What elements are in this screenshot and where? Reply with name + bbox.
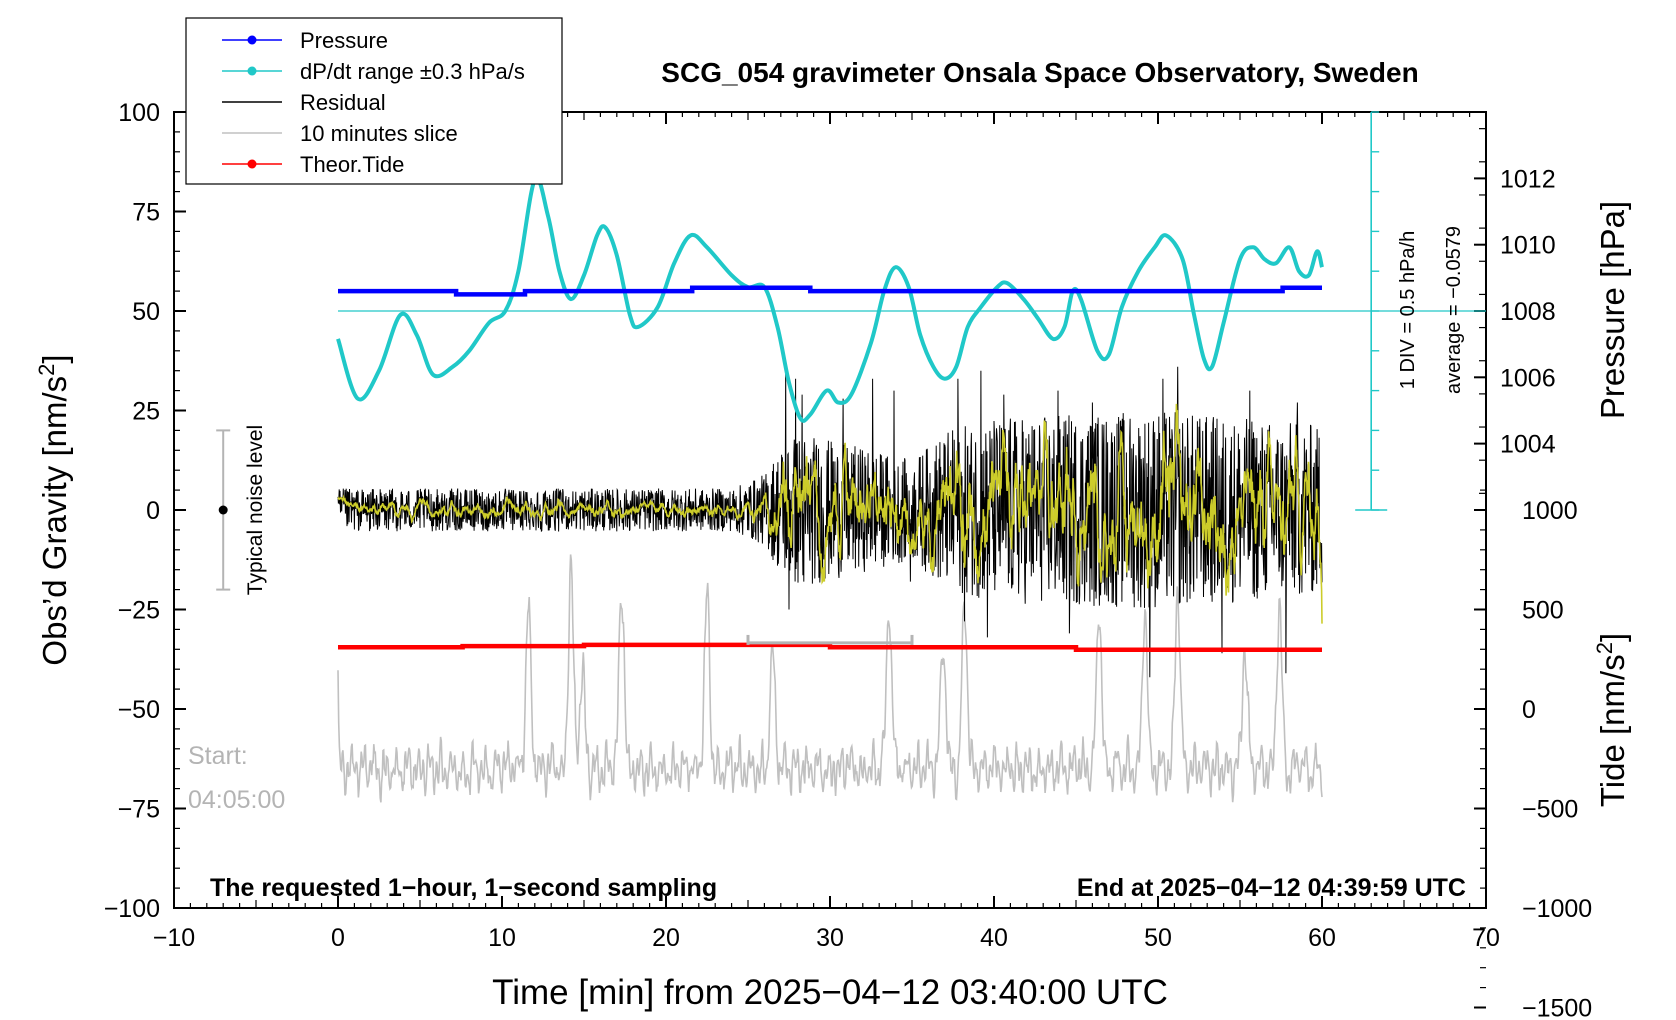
y-axis-left-label-tail: ] bbox=[36, 354, 73, 363]
dpdt-scale-bar bbox=[1355, 111, 1388, 511]
y-axis-left-label-exp: 2 bbox=[34, 364, 59, 376]
y-left-tick-label: 50 bbox=[132, 298, 160, 326]
y-axis-left-label-base: Obs’d Gravity [nm/s bbox=[36, 376, 73, 666]
y-axis-right-tide: 1000 500 0 −500 −1000 −1500 bbox=[1474, 489, 1592, 1020]
legend-box bbox=[185, 17, 563, 185]
y-axis-right-tide-label: Tide [nm/s2] bbox=[1592, 633, 1631, 807]
dpdt-average-label: average = −0.0579 bbox=[1443, 226, 1465, 394]
legend-swatch-marker bbox=[247, 35, 257, 45]
y-left-tick-label: 0 bbox=[146, 497, 160, 525]
x-tick-label: −10 bbox=[153, 924, 195, 952]
y-axis-right-tide-label-base: Tide [nm/s bbox=[1594, 654, 1631, 807]
y-left-tick-label: −25 bbox=[118, 597, 160, 625]
tide-tick-label: 500 bbox=[1522, 597, 1564, 625]
legend-swatch-marker bbox=[247, 159, 257, 169]
slice-line bbox=[337, 554, 1323, 803]
residual-line bbox=[337, 366, 1323, 678]
y-axis-right-pressure: 1012 1010 1008 1006 1004 bbox=[1474, 128, 1556, 494]
pressure-layer bbox=[338, 285, 1322, 297]
y-axis-left-label: Obs’d Gravity [nm/s2] bbox=[34, 354, 73, 665]
start-time-label: 04:05:00 bbox=[188, 786, 285, 814]
chart-title: SCG_054 gravimeter Onsala Space Observat… bbox=[661, 57, 1418, 88]
legend-swatch-marker bbox=[247, 66, 257, 76]
x-tick-label: 0 bbox=[331, 924, 345, 952]
end-time-note: End at 2025−04−12 04:39:59 UTC bbox=[1077, 874, 1466, 902]
pressure-line bbox=[338, 285, 1322, 297]
legend-label: 10 minutes slice bbox=[300, 121, 458, 146]
pressure-tick-label: 1004 bbox=[1500, 431, 1556, 459]
tide-tick-label: −500 bbox=[1522, 796, 1578, 824]
start-label: Start: bbox=[188, 742, 248, 770]
y-left-tick-label: −75 bbox=[118, 796, 160, 824]
y-axis-right-tide-label-tail: ] bbox=[1594, 633, 1631, 642]
x-tick-label: 20 bbox=[652, 924, 680, 952]
tide-tick-label: 1000 bbox=[1522, 497, 1578, 525]
y-left-tick-label: −50 bbox=[118, 696, 160, 724]
y-axis-right-pressure-label: Pressure [hPa] bbox=[1594, 201, 1631, 419]
residual-layer bbox=[337, 366, 1323, 678]
x-tick-label: 30 bbox=[816, 924, 844, 952]
dpdt-scale-label: 1 DIV = 0.5 hPa/h bbox=[1397, 231, 1419, 389]
dpdt-layer bbox=[336, 175, 1324, 423]
y-axis-right-tide-label-exp: 2 bbox=[1592, 642, 1617, 654]
tide-layer bbox=[338, 642, 1322, 652]
y-axis-left: 100 75 50 25 0 −25 −50 −75 −100 bbox=[104, 99, 186, 923]
x-tick-label: 50 bbox=[1144, 924, 1172, 952]
y-left-tick-label: 75 bbox=[132, 199, 160, 227]
legend-label: dP/dt range ±0.3 hPa/s bbox=[300, 59, 525, 84]
x-tick-label: 10 bbox=[488, 924, 516, 952]
y-left-tick-label: 25 bbox=[132, 398, 160, 426]
legend-label: Pressure bbox=[300, 28, 388, 53]
pressure-tick-label: 1008 bbox=[1500, 298, 1556, 326]
slice-bracket bbox=[746, 634, 914, 645]
noise-level-bar bbox=[216, 429, 231, 591]
slice-layer bbox=[337, 554, 1323, 803]
pressure-tick-label: 1010 bbox=[1500, 232, 1556, 260]
tide-line bbox=[338, 642, 1322, 652]
noise-bar-center-dot bbox=[218, 505, 228, 515]
sampling-note: The requested 1−hour, 1−second sampling bbox=[210, 874, 717, 902]
x-tick-label: 60 bbox=[1308, 924, 1336, 952]
dpdt-line bbox=[336, 175, 1324, 423]
legend: Pressure dP/dt range ±0.3 hPa/s Residual 10… bbox=[185, 17, 563, 185]
legend-label: Residual bbox=[300, 90, 386, 115]
y-left-tick-label: 100 bbox=[118, 99, 160, 127]
x-tick-label: 40 bbox=[980, 924, 1008, 952]
x-axis-label: Time [min] from 2025−04−12 03:40:00 UTC bbox=[492, 973, 1168, 1012]
pressure-tick-label: 1006 bbox=[1500, 364, 1556, 392]
x-axis: −10 0 10 20 30 40 50 60 70 bbox=[153, 112, 1500, 952]
noise-level-label: Typical noise level bbox=[244, 425, 267, 595]
tide-tick-label: 0 bbox=[1522, 696, 1536, 724]
tide-tick-label: −1000 bbox=[1522, 895, 1592, 923]
tide-tick-label: −1500 bbox=[1522, 995, 1592, 1020]
pressure-tick-label: 1012 bbox=[1500, 165, 1556, 193]
residual-smoothed-line bbox=[337, 403, 1323, 624]
legend-label: Theor.Tide bbox=[300, 152, 404, 177]
y-left-tick-label: −100 bbox=[104, 895, 160, 923]
